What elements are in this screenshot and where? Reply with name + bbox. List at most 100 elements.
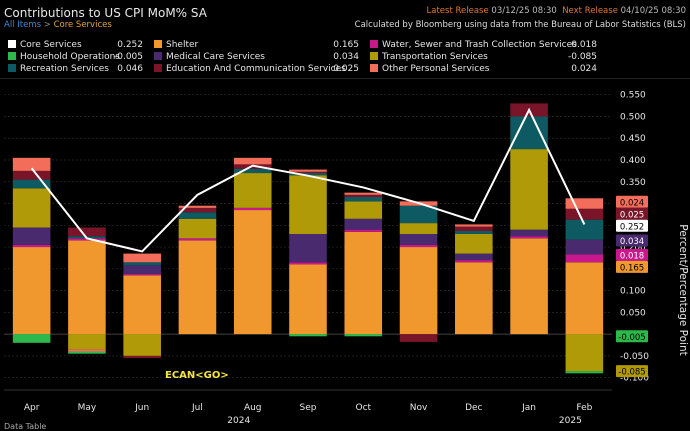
y-tick-label: 0.050: [620, 308, 646, 318]
bar-segment: [289, 171, 327, 174]
bar-segment: [233, 168, 272, 174]
bar-segment: [455, 224, 493, 227]
x-tick-label: Oct: [355, 403, 371, 413]
bar-segment: [399, 334, 438, 342]
bar-segment: [123, 274, 161, 276]
legend-label: Recreation Services: [20, 64, 109, 74]
bar-segment: [510, 149, 548, 230]
breadcrumb-all-items[interactable]: All Items: [4, 20, 42, 30]
bar-segment: [344, 218, 383, 230]
legend-item-education-communication[interactable]: Education And Communication Services 0.02…: [154, 64, 359, 74]
legend-swatch: [8, 40, 16, 48]
bar-segment: [12, 188, 51, 228]
bar-segment: [233, 157, 272, 165]
breadcrumb-core-services[interactable]: Core Services: [53, 20, 112, 30]
bar-segment: [565, 219, 604, 240]
legend-value: 0.034: [333, 52, 359, 62]
legend-item-core-services[interactable]: Core Services 0.252: [8, 40, 143, 50]
bar-segment: [455, 226, 493, 231]
data-table-tab[interactable]: Data Table: [4, 422, 47, 431]
bar-segment: [344, 192, 383, 195]
legend-item-transportation-services[interactable]: Transportation Services -0.085: [370, 52, 597, 62]
source-credit: Calculated by Bloomberg using data from …: [354, 20, 686, 30]
legend-label: Household Operations: [20, 52, 120, 62]
x-tick-label: Nov: [410, 403, 428, 413]
value-tag-bg: [616, 219, 648, 232]
legend-value: 0.252: [117, 40, 143, 50]
legend-item-medical-care-services[interactable]: Medical Care Services 0.034: [154, 52, 359, 62]
bar-segment: [565, 198, 604, 209]
legend-item-water-sewer-trash[interactable]: Water, Sewer and Trash Collection Servic…: [370, 40, 597, 50]
legend-item-other-personal-services[interactable]: Other Personal Services 0.024: [370, 64, 597, 74]
value-tag-bg: [616, 195, 648, 208]
bar-segment: [344, 229, 383, 232]
bar-segment: [289, 262, 327, 265]
chart-legend: Core Services 0.252 Household Operations -…: [0, 36, 690, 79]
x-tick-label: Sep: [300, 403, 317, 413]
y-tick-label: 0.200: [620, 243, 646, 253]
chart-header: Contributions to US CPI MoM% SA All Item…: [0, 0, 690, 32]
legend-value: 0.046: [117, 64, 143, 74]
bar-segment: [12, 334, 51, 343]
bar-segment: [178, 212, 217, 219]
value-tag-bg: [616, 248, 648, 261]
latest-release-label: Latest Release: [426, 6, 489, 16]
bar-segment: [289, 264, 327, 335]
legend-label: Medical Care Services: [166, 52, 265, 62]
bar-segment: [68, 349, 106, 352]
legend-item-household-operations[interactable]: Household Operations -0.005: [8, 52, 143, 62]
bar-segment: [565, 371, 604, 374]
page-title: Contributions to US CPI MoM% SA: [4, 6, 207, 20]
x-tick-label: Jul: [191, 403, 203, 413]
bar-segment: [289, 173, 327, 176]
bar-segment: [455, 260, 493, 263]
breadcrumb: All Items > Core Services: [4, 20, 112, 30]
bar-segment: [68, 227, 106, 237]
legend-label: Water, Sewer and Trash Collection Servic…: [382, 40, 577, 50]
value-tag-label: 0.252: [620, 222, 644, 232]
bar-segment: [12, 247, 51, 335]
legend-value: 0.018: [571, 40, 597, 50]
next-release-label: Next Release: [562, 6, 618, 16]
value-tag-bg: [616, 260, 648, 273]
legend-value: -0.005: [113, 52, 143, 62]
bar-segment: [123, 275, 161, 335]
legend-label: Core Services: [20, 40, 82, 50]
legend-value: -0.085: [567, 52, 597, 62]
x-axis: Apr May Jun Jul Aug Sep Oct Nov Dec Jan Feb 2024 202…: [4, 389, 612, 426]
bar-segment: [510, 236, 548, 239]
legend-item-shelter[interactable]: Shelter 0.165: [154, 40, 359, 50]
bar-segment: [123, 262, 161, 266]
bar-segment: [123, 265, 161, 275]
value-tag-label: 0.018: [620, 251, 644, 261]
bar-stacks: [12, 103, 604, 374]
x-tick-label: Jan: [521, 403, 536, 413]
bar-segment: [178, 240, 217, 335]
x-year-label: 2025: [559, 416, 582, 426]
x-tick-label: Feb: [576, 403, 592, 413]
bar-segment: [12, 244, 51, 248]
bar-segment: [399, 223, 438, 234]
x-tick-label: Jun: [134, 403, 149, 413]
bar-segment: [289, 334, 327, 337]
y-axis-label: Percent/Percentage Point: [677, 224, 689, 356]
bar-segment: [510, 116, 548, 150]
value-tag-label: -0.005: [618, 333, 645, 343]
y-tick-label: 0.500: [620, 112, 646, 122]
bar-segment: [68, 240, 106, 335]
legend-label: Other Personal Services: [382, 64, 490, 74]
overlay-command-text[interactable]: ECAN<GO>: [165, 370, 229, 381]
bar-segment: [233, 207, 272, 211]
legend-item-recreation-services[interactable]: Recreation Services 0.046: [8, 64, 143, 74]
legend-value: 0.025: [333, 64, 359, 74]
bar-segment: [68, 238, 106, 241]
bar-segment: [289, 234, 327, 263]
value-tag-label: 0.034: [620, 237, 644, 247]
bar-segment: [178, 207, 217, 213]
bar-segment: [399, 247, 438, 335]
bar-segment: [344, 197, 383, 202]
value-tag-bg: [616, 365, 648, 378]
bar-segment: [289, 169, 327, 172]
bar-segment: [455, 262, 493, 335]
x-tick-label: Dec: [465, 403, 482, 413]
